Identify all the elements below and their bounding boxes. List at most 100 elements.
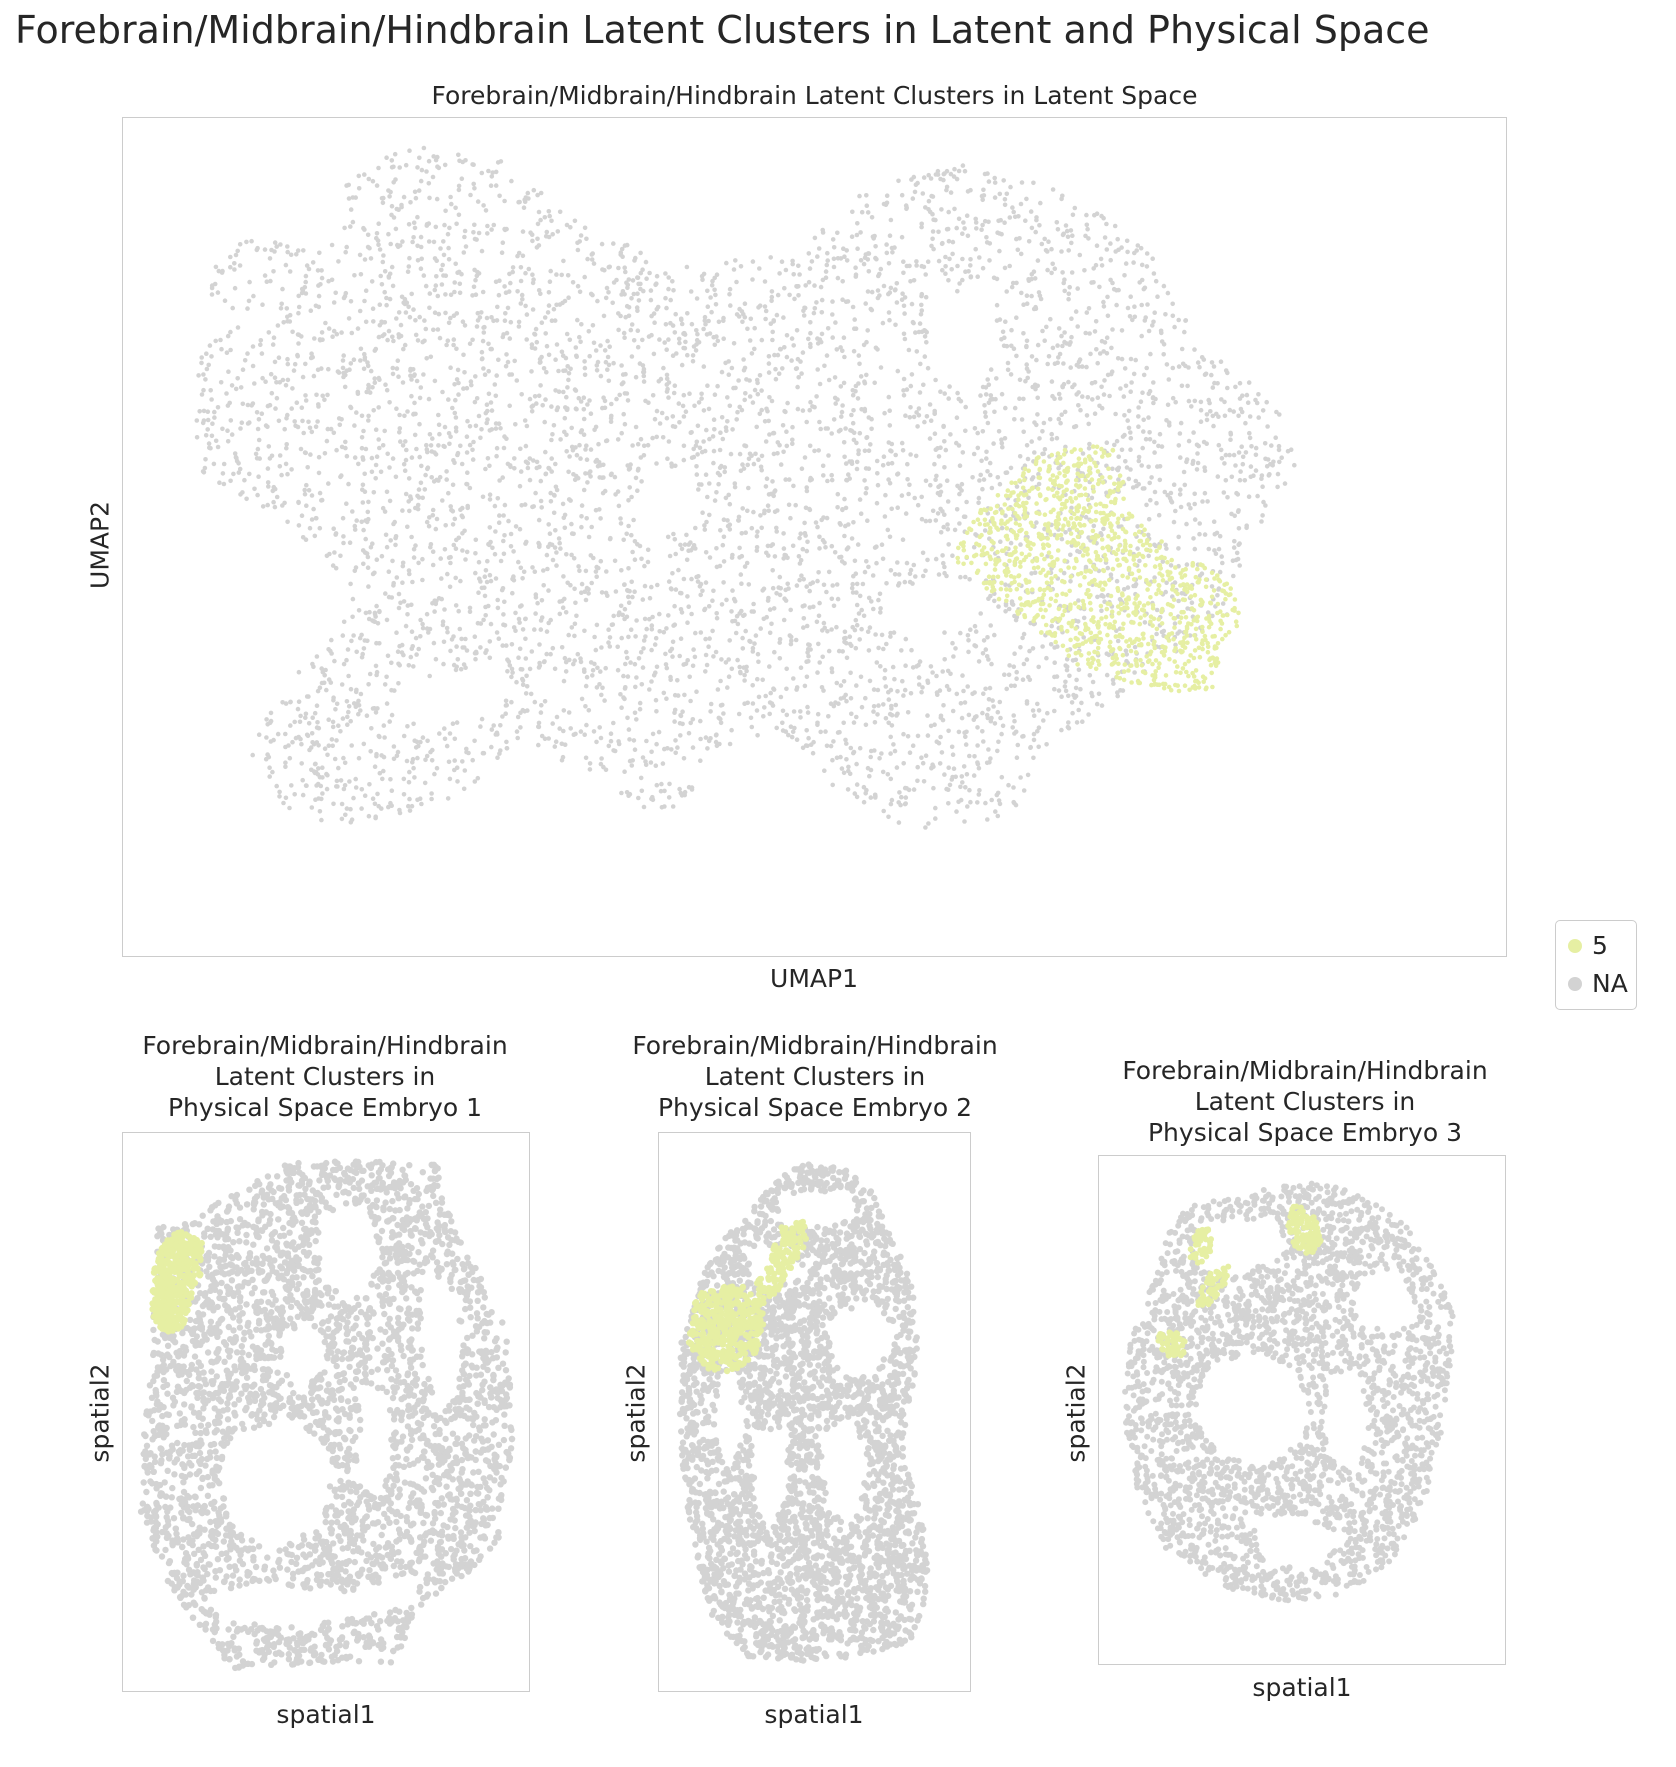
point-NA bbox=[265, 503, 270, 508]
point-NA bbox=[1167, 377, 1172, 382]
point-NA bbox=[842, 534, 847, 539]
point-NA bbox=[285, 520, 290, 525]
point-NA bbox=[969, 274, 974, 279]
point-NA bbox=[881, 647, 886, 652]
point-NA bbox=[342, 226, 347, 231]
point-NA bbox=[988, 756, 993, 761]
point-NA bbox=[354, 785, 359, 790]
point-NA bbox=[960, 774, 965, 779]
point-NA bbox=[625, 615, 630, 620]
point-NA bbox=[1112, 443, 1117, 448]
point-NA bbox=[1254, 468, 1259, 473]
point-NA bbox=[535, 237, 540, 242]
point-NA bbox=[1135, 546, 1140, 551]
point-NA bbox=[917, 682, 922, 687]
point-NA bbox=[383, 269, 388, 274]
point-NA bbox=[1062, 330, 1067, 335]
point-NA bbox=[458, 507, 463, 512]
point-NA bbox=[692, 455, 697, 460]
point-NA bbox=[694, 348, 699, 353]
point-NA bbox=[876, 274, 881, 279]
point-NA bbox=[276, 323, 281, 328]
point-NA bbox=[1147, 481, 1152, 486]
point-NA bbox=[1182, 330, 1187, 335]
point-NA bbox=[585, 480, 590, 485]
point-NA bbox=[1021, 331, 1026, 336]
point-NA bbox=[481, 290, 486, 295]
point-NA bbox=[292, 720, 297, 725]
point-NA bbox=[432, 641, 437, 646]
point-NA bbox=[663, 271, 668, 276]
point-NA bbox=[472, 186, 477, 191]
point-NA bbox=[399, 203, 404, 208]
point-NA bbox=[434, 283, 439, 288]
point-NA bbox=[829, 627, 834, 632]
point-NA bbox=[360, 655, 365, 660]
point-NA bbox=[655, 783, 660, 788]
point-NA bbox=[462, 787, 467, 792]
point-NA bbox=[665, 376, 670, 381]
point-NA bbox=[919, 495, 924, 500]
point-NA bbox=[928, 402, 933, 407]
point-NA bbox=[544, 370, 549, 375]
point-NA bbox=[543, 315, 548, 320]
point-NA bbox=[383, 682, 388, 687]
point-NA bbox=[607, 379, 612, 384]
point-NA bbox=[1210, 360, 1215, 365]
point-NA bbox=[745, 327, 750, 332]
point-NA bbox=[858, 230, 863, 235]
point-NA bbox=[921, 551, 926, 556]
point-NA bbox=[284, 462, 289, 467]
point-NA bbox=[614, 397, 619, 402]
point-NA bbox=[888, 423, 893, 428]
point-NA bbox=[320, 394, 325, 399]
point-NA bbox=[285, 315, 290, 320]
point-NA bbox=[750, 683, 755, 688]
point-NA bbox=[867, 774, 872, 779]
point-NA bbox=[415, 165, 420, 170]
point-NA bbox=[888, 233, 893, 238]
point-NA bbox=[457, 184, 462, 189]
point-NA bbox=[1247, 494, 1252, 499]
point-NA bbox=[1151, 401, 1156, 406]
point-NA bbox=[1173, 509, 1178, 514]
point-NA bbox=[524, 195, 529, 200]
point-NA bbox=[521, 254, 526, 259]
point-NA bbox=[840, 279, 845, 284]
point-NA bbox=[1180, 384, 1185, 389]
point-NA bbox=[680, 722, 685, 727]
point-NA bbox=[550, 721, 555, 726]
point-NA bbox=[708, 709, 713, 714]
point-NA bbox=[1094, 263, 1099, 268]
point-NA bbox=[1115, 579, 1120, 584]
point-NA bbox=[886, 690, 891, 695]
point-NA bbox=[220, 427, 225, 432]
point-NA bbox=[664, 306, 669, 311]
point-NA bbox=[852, 349, 857, 354]
point-NA bbox=[537, 288, 542, 293]
point-NA bbox=[613, 559, 618, 564]
point-NA bbox=[524, 691, 529, 696]
point-NA bbox=[1137, 459, 1142, 464]
point-NA bbox=[1146, 415, 1151, 420]
point-NA bbox=[377, 335, 382, 340]
point-NA bbox=[1037, 223, 1042, 228]
point-NA bbox=[387, 569, 392, 574]
point-NA bbox=[361, 562, 366, 567]
point-NA bbox=[794, 284, 799, 289]
point-NA bbox=[757, 266, 762, 271]
point-NA bbox=[416, 744, 421, 749]
point-NA bbox=[641, 646, 646, 651]
point-NA bbox=[634, 675, 639, 680]
point-NA bbox=[1142, 373, 1147, 378]
point-NA bbox=[896, 179, 901, 184]
point-NA bbox=[354, 565, 359, 570]
point-NA bbox=[1219, 359, 1224, 364]
point-NA bbox=[323, 451, 328, 456]
point-NA bbox=[855, 460, 860, 465]
point-NA bbox=[447, 226, 452, 231]
point-NA bbox=[1063, 684, 1068, 689]
point-NA bbox=[887, 261, 892, 266]
point-NA bbox=[921, 383, 926, 388]
point-NA bbox=[1211, 424, 1216, 429]
